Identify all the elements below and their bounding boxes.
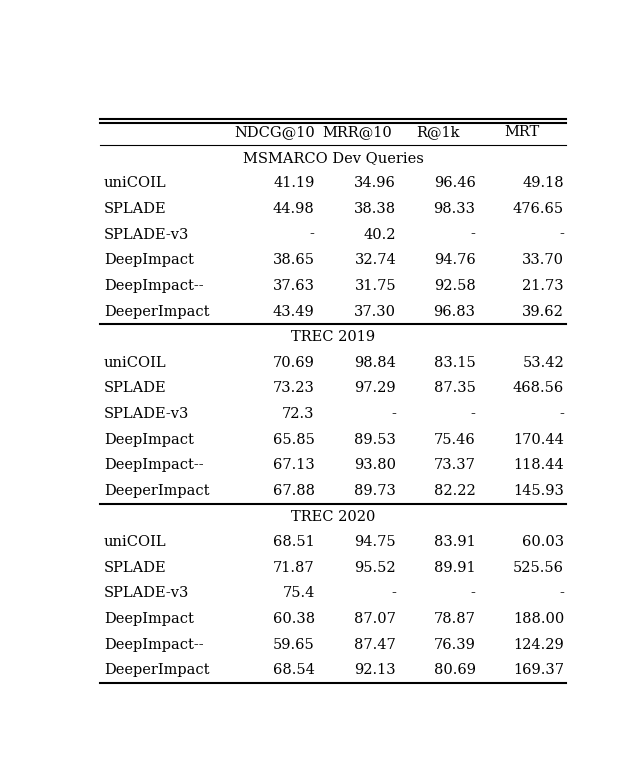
Text: 89.73: 89.73 (355, 484, 396, 498)
Text: 53.42: 53.42 (522, 355, 564, 370)
Text: 67.13: 67.13 (273, 458, 315, 473)
Text: 94.76: 94.76 (434, 253, 476, 268)
Text: SPLADE: SPLADE (104, 202, 166, 216)
Text: 75.46: 75.46 (434, 433, 476, 446)
Text: 476.65: 476.65 (513, 202, 564, 216)
Text: 68.51: 68.51 (273, 535, 315, 549)
Text: 525.56: 525.56 (513, 561, 564, 575)
Text: 60.38: 60.38 (273, 612, 315, 626)
Text: MSMARCO Dev Queries: MSMARCO Dev Queries (243, 150, 424, 165)
Text: 21.73: 21.73 (522, 279, 564, 293)
Text: 169.37: 169.37 (513, 663, 564, 678)
Text: DeeperImpact: DeeperImpact (104, 305, 209, 318)
Text: 39.62: 39.62 (522, 305, 564, 318)
Text: MRT: MRT (504, 125, 540, 139)
Text: DeepImpact--: DeepImpact-- (104, 638, 204, 651)
Text: 92.58: 92.58 (434, 279, 476, 293)
Text: DeepImpact: DeepImpact (104, 253, 194, 268)
Text: 76.39: 76.39 (434, 638, 476, 651)
Text: R@1k: R@1k (416, 125, 460, 139)
Text: SPLADE: SPLADE (104, 561, 166, 575)
Text: 34.96: 34.96 (355, 177, 396, 190)
Text: 98.84: 98.84 (355, 355, 396, 370)
Text: 89.91: 89.91 (434, 561, 476, 575)
Text: 37.30: 37.30 (355, 305, 396, 318)
Text: 96.83: 96.83 (433, 305, 476, 318)
Text: 124.29: 124.29 (513, 638, 564, 651)
Text: -: - (470, 407, 476, 421)
Text: 82.22: 82.22 (434, 484, 476, 498)
Text: 87.47: 87.47 (355, 638, 396, 651)
Text: 94.75: 94.75 (355, 535, 396, 549)
Text: 31.75: 31.75 (355, 279, 396, 293)
Text: 70.69: 70.69 (273, 355, 315, 370)
Text: -: - (470, 227, 476, 241)
Text: 65.85: 65.85 (273, 433, 315, 446)
Text: SPLADE-v3: SPLADE-v3 (104, 407, 189, 421)
Text: 67.88: 67.88 (273, 484, 315, 498)
Text: 73.23: 73.23 (273, 382, 315, 396)
Text: 37.63: 37.63 (273, 279, 315, 293)
Text: 75.4: 75.4 (282, 587, 315, 601)
Text: -: - (559, 587, 564, 601)
Text: DeeperImpact: DeeperImpact (104, 663, 209, 678)
Text: 145.93: 145.93 (513, 484, 564, 498)
Text: DeeperImpact: DeeperImpact (104, 484, 209, 498)
Text: 32.74: 32.74 (355, 253, 396, 268)
Text: 83.15: 83.15 (434, 355, 476, 370)
Text: 96.46: 96.46 (434, 177, 476, 190)
Text: DeepImpact: DeepImpact (104, 433, 194, 446)
Text: 83.91: 83.91 (434, 535, 476, 549)
Text: 78.87: 78.87 (434, 612, 476, 626)
Text: 38.38: 38.38 (354, 202, 396, 216)
Text: MRR@10: MRR@10 (323, 125, 392, 139)
Text: uniCOIL: uniCOIL (104, 535, 166, 549)
Text: DeepImpact: DeepImpact (104, 612, 194, 626)
Text: 60.03: 60.03 (522, 535, 564, 549)
Text: 87.35: 87.35 (434, 382, 476, 396)
Text: uniCOIL: uniCOIL (104, 177, 166, 190)
Text: 95.52: 95.52 (355, 561, 396, 575)
Text: 98.33: 98.33 (433, 202, 476, 216)
Text: 40.2: 40.2 (364, 227, 396, 241)
Text: 49.18: 49.18 (522, 177, 564, 190)
Text: 72.3: 72.3 (282, 407, 315, 421)
Text: -: - (559, 227, 564, 241)
Text: 87.07: 87.07 (355, 612, 396, 626)
Text: DeepImpact--: DeepImpact-- (104, 458, 204, 473)
Text: 188.00: 188.00 (513, 612, 564, 626)
Text: 59.65: 59.65 (273, 638, 315, 651)
Text: 92.13: 92.13 (355, 663, 396, 678)
Text: 93.80: 93.80 (355, 458, 396, 473)
Text: 97.29: 97.29 (355, 382, 396, 396)
Text: -: - (310, 227, 315, 241)
Text: 44.98: 44.98 (273, 202, 315, 216)
Text: -: - (559, 407, 564, 421)
Text: 170.44: 170.44 (513, 433, 564, 446)
Text: SPLADE-v3: SPLADE-v3 (104, 587, 189, 601)
Text: 38.65: 38.65 (273, 253, 315, 268)
Text: 41.19: 41.19 (273, 177, 315, 190)
Text: SPLADE-v3: SPLADE-v3 (104, 227, 189, 241)
Text: uniCOIL: uniCOIL (104, 355, 166, 370)
Text: SPLADE: SPLADE (104, 382, 166, 396)
Text: -: - (392, 587, 396, 601)
Text: 33.70: 33.70 (522, 253, 564, 268)
Text: 80.69: 80.69 (433, 663, 476, 678)
Text: 71.87: 71.87 (273, 561, 315, 575)
Text: NDCG@10: NDCG@10 (234, 125, 315, 139)
Text: TREC 2020: TREC 2020 (291, 510, 375, 524)
Text: TREC 2019: TREC 2019 (291, 330, 375, 344)
Text: -: - (470, 587, 476, 601)
Text: -: - (392, 407, 396, 421)
Text: 468.56: 468.56 (513, 382, 564, 396)
Text: 118.44: 118.44 (513, 458, 564, 473)
Text: 89.53: 89.53 (355, 433, 396, 446)
Text: DeepImpact--: DeepImpact-- (104, 279, 204, 293)
Text: 43.49: 43.49 (273, 305, 315, 318)
Text: 68.54: 68.54 (273, 663, 315, 678)
Text: 73.37: 73.37 (434, 458, 476, 473)
